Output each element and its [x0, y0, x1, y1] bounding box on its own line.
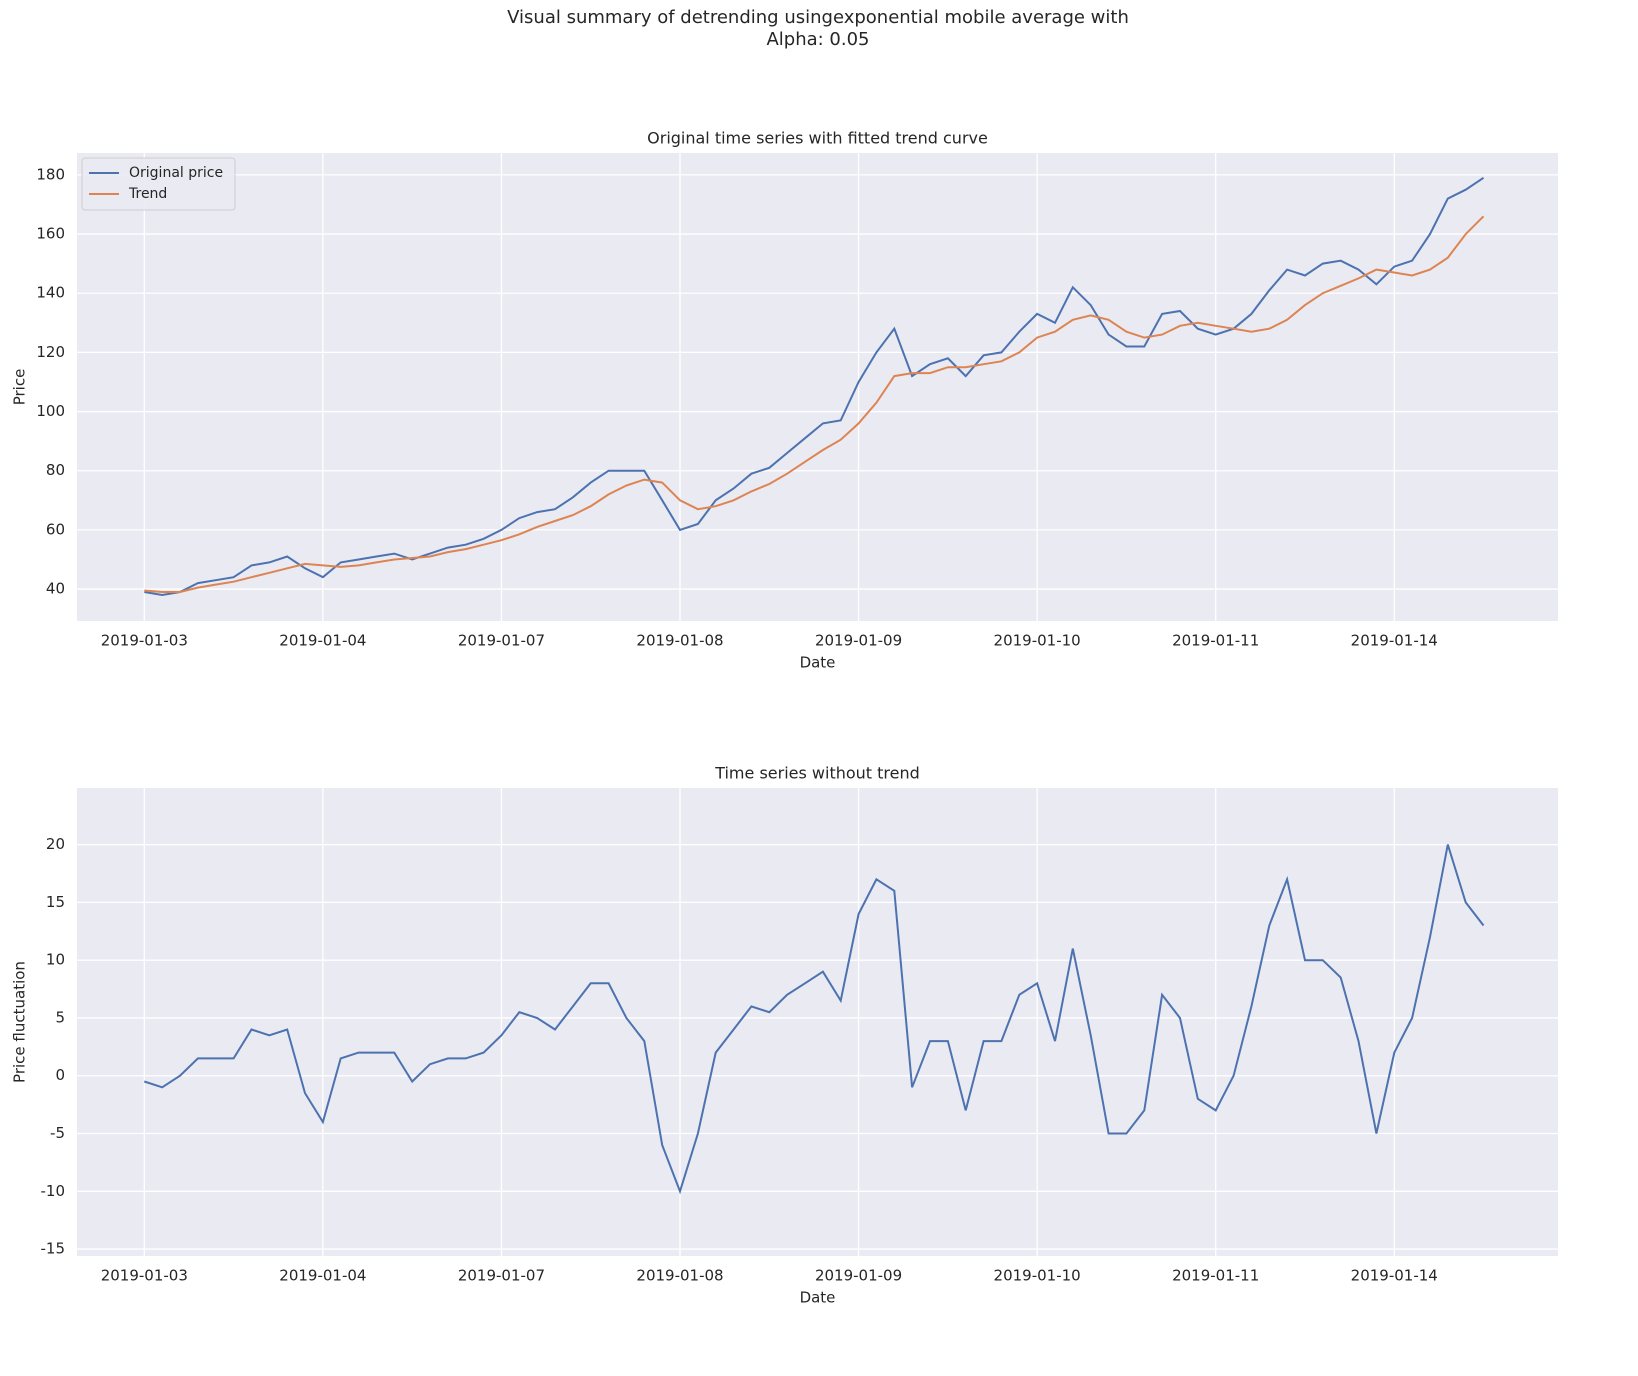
legend-label: Original price	[129, 165, 223, 181]
y-axis-label: Price	[11, 369, 29, 406]
x-tick-label: 2019-01-04	[279, 1267, 366, 1285]
line-series	[143, 844, 1485, 1195]
x-tick-label: 2019-01-11	[1172, 632, 1259, 650]
y-tick-label: 60	[46, 520, 65, 538]
y-tick-label: -15	[41, 1240, 66, 1258]
x-tick-label: 2019-01-07	[458, 1267, 545, 1285]
y-tick-label: 140	[36, 284, 65, 302]
figure-title: Visual summary of detrending usingexpone…	[507, 7, 1129, 28]
axis-title: Original time series with fitted trend c…	[647, 129, 988, 148]
y-tick-label: 80	[46, 461, 65, 479]
x-tick-label: 2019-01-14	[1351, 632, 1438, 650]
y-tick-label: 0	[55, 1066, 65, 1084]
y-tick-label: 160	[36, 225, 65, 243]
x-tick-label: 2019-01-14	[1351, 1267, 1438, 1285]
x-tick-label: 2019-01-11	[1172, 1267, 1259, 1285]
legend-label: Trend	[128, 186, 167, 202]
x-tick-label: 2019-01-10	[994, 632, 1081, 650]
y-tick-label: 180	[36, 165, 65, 183]
y-tick-label: 20	[46, 835, 65, 853]
line-series	[144, 176, 1485, 597]
x-tick-label: 2019-01-09	[815, 632, 902, 650]
y-tick-label: 40	[46, 580, 65, 598]
plot-area	[77, 153, 1558, 621]
legend	[81, 157, 236, 211]
y-tick-label: 120	[36, 343, 65, 361]
x-axis-label: Date	[800, 1289, 836, 1307]
x-tick-label: 2019-01-10	[994, 1267, 1081, 1285]
x-tick-label: 2019-01-08	[636, 1267, 723, 1285]
x-axis-label: Date	[800, 654, 836, 672]
y-tick-label: 5	[55, 1008, 65, 1026]
y-tick-label: -5	[50, 1124, 65, 1142]
x-tick-label: 2019-01-09	[815, 1267, 902, 1285]
axis-title: Time series without trend	[714, 764, 920, 783]
figure-title: Alpha: 0.05	[766, 29, 869, 50]
x-tick-label: 2019-01-03	[101, 1267, 188, 1285]
y-tick-label: 15	[46, 893, 65, 911]
x-tick-label: 2019-01-04	[279, 632, 366, 650]
x-tick-label: 2019-01-08	[636, 632, 723, 650]
y-tick-label: 100	[36, 402, 65, 420]
x-tick-label: 2019-01-03	[101, 632, 188, 650]
x-tick-label: 2019-01-07	[458, 632, 545, 650]
y-axis-label: Price fluctuation	[11, 961, 29, 1083]
line-series	[144, 215, 1485, 593]
plot-area	[77, 788, 1558, 1256]
y-tick-label: 10	[46, 951, 65, 969]
y-tick-label: -10	[41, 1182, 66, 1200]
